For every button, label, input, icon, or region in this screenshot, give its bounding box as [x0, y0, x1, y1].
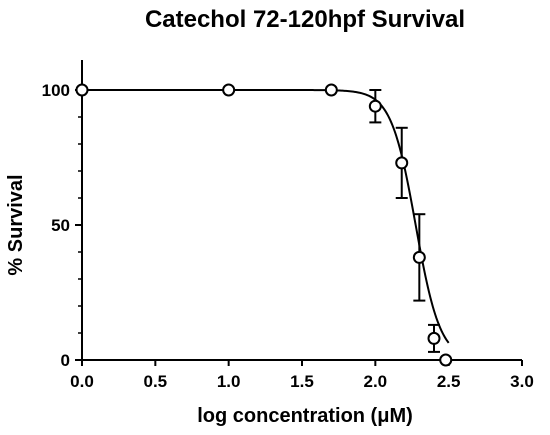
x-axis-label: log concentration (μM)	[197, 405, 413, 427]
x-tick-label: 0.5	[144, 372, 168, 391]
x-tick-label: 2.0	[364, 372, 388, 391]
fit-curve-layer	[82, 89, 450, 344]
y-tick-label: 0	[61, 351, 70, 370]
data-point	[427, 331, 441, 345]
data-point	[75, 83, 89, 97]
x-tick-label: 2.5	[437, 372, 461, 391]
data-point	[395, 156, 409, 170]
y-tick-label: 100	[42, 81, 70, 100]
y-tick-label: 50	[51, 216, 70, 235]
x-tick-label: 1.0	[217, 372, 241, 391]
data-point	[222, 83, 236, 97]
x-tick-label: 0.0	[70, 372, 94, 391]
x-tick-label: 1.5	[290, 372, 314, 391]
axes: 0.0 0.5 1.0 1.5 2.0 2.5 3.0 0 50 100	[42, 60, 534, 391]
data-point	[324, 83, 338, 97]
y-axis-label: % Survival	[5, 174, 27, 275]
error-bars	[369, 89, 440, 353]
data-points	[75, 83, 453, 367]
data-point	[412, 250, 426, 264]
x-tick-label: 3.0	[510, 372, 534, 391]
data-point	[368, 99, 382, 113]
chart-title: Catechol 72-120hpf Survival	[145, 6, 465, 33]
fit-curve	[82, 89, 450, 344]
data-point	[439, 353, 453, 367]
